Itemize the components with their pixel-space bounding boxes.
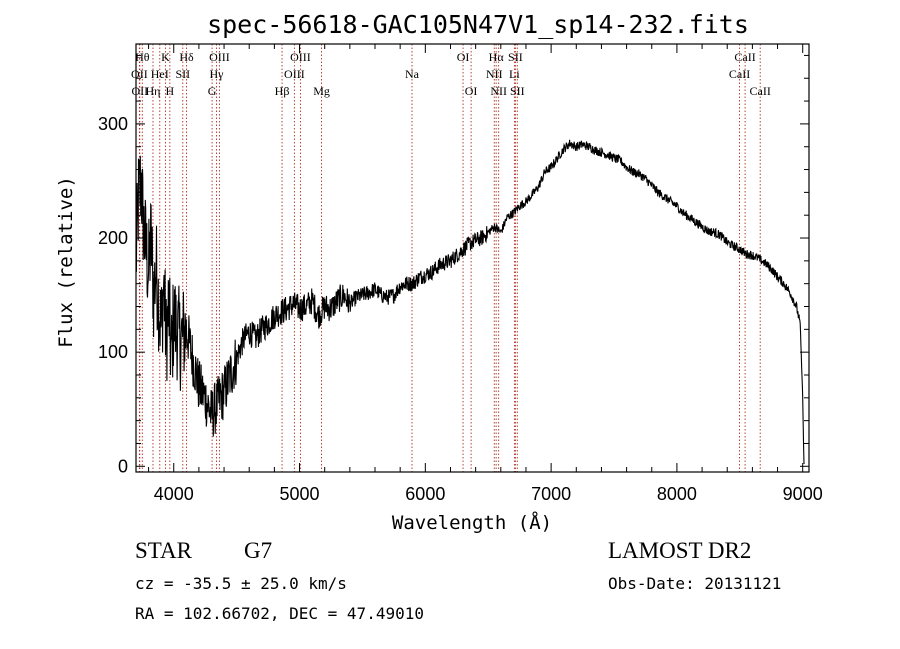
spectral-line-label: G (208, 84, 217, 98)
redshift-cz: cz = -35.5 ± 25.0 km/s (135, 574, 347, 593)
coordinates: RA = 102.66702, DEC = 47.49010 (135, 604, 424, 623)
y-axis-label: Flux (relative) (55, 176, 77, 348)
spectral-line-label: Mg (313, 84, 330, 98)
x-axis: 4000 5000 6000 7000 8000 9000 (148, 44, 823, 504)
spectral-line-label: OIII (209, 50, 230, 64)
spectral-line-label: CaII (734, 50, 755, 64)
x-tick-label: 9000 (783, 484, 823, 504)
spectral-line-label: Hδ (179, 50, 194, 64)
object-subclass: G7 (244, 538, 272, 563)
spectral-line-label: SII (508, 50, 523, 64)
y-tick-label: 300 (98, 114, 128, 134)
spectral-line-label: NII (486, 67, 503, 81)
y-tick-label: 200 (98, 228, 128, 248)
survey-name: LAMOST DR2 (608, 538, 751, 563)
spectral-line-label: K (161, 50, 170, 64)
y-tick-label: 0 (118, 456, 128, 476)
spectral-line-label: OIII (290, 50, 311, 64)
x-axis-label: Wavelength (Å) (392, 511, 552, 534)
line-marker-group (138, 44, 761, 472)
x-tick-label: 7000 (531, 484, 571, 504)
spectral-line-label: Hβ (275, 84, 290, 98)
spectral-line-label: Hθ (135, 50, 150, 64)
spectral-line-label: Hα (489, 50, 505, 64)
spectral-line-label: SII (175, 67, 190, 81)
spectral-line-label: OIII (284, 67, 305, 81)
spectral-line-label: Hγ (210, 67, 225, 81)
spectral-line-label: OI (457, 50, 470, 64)
spectral-line-label: Hη (146, 84, 161, 98)
observation-date: Obs-Date: 20131121 (608, 574, 781, 593)
spectral-line-label: OII (131, 67, 148, 81)
x-tick-label: 6000 (405, 484, 445, 504)
spectral-line-label: Li (509, 67, 520, 81)
object-class: STAR (135, 538, 193, 563)
y-axis: 0 100 200 300 (98, 54, 809, 476)
x-tick-label: 5000 (280, 484, 320, 504)
x-tick-label: 8000 (657, 484, 697, 504)
plot-frame (135, 43, 810, 473)
spectral-line-label: CaII (750, 84, 771, 98)
spectral-line-label: H (166, 84, 175, 98)
chart-title: spec-56618-GAC105N47V1_sp14-232.fits (207, 10, 749, 39)
spectrum-line (135, 139, 805, 465)
spectral-line-label: Na (405, 67, 420, 81)
y-tick-label: 100 (98, 342, 128, 362)
x-tick-label: 4000 (154, 484, 194, 504)
spectral-line-label: NII (490, 84, 507, 98)
spectral-line-label: CaII (729, 67, 750, 81)
spectral-line-label: OI (465, 84, 478, 98)
spectral-line-label: HeI (151, 67, 169, 81)
spectral-line-label: SII (510, 84, 525, 98)
